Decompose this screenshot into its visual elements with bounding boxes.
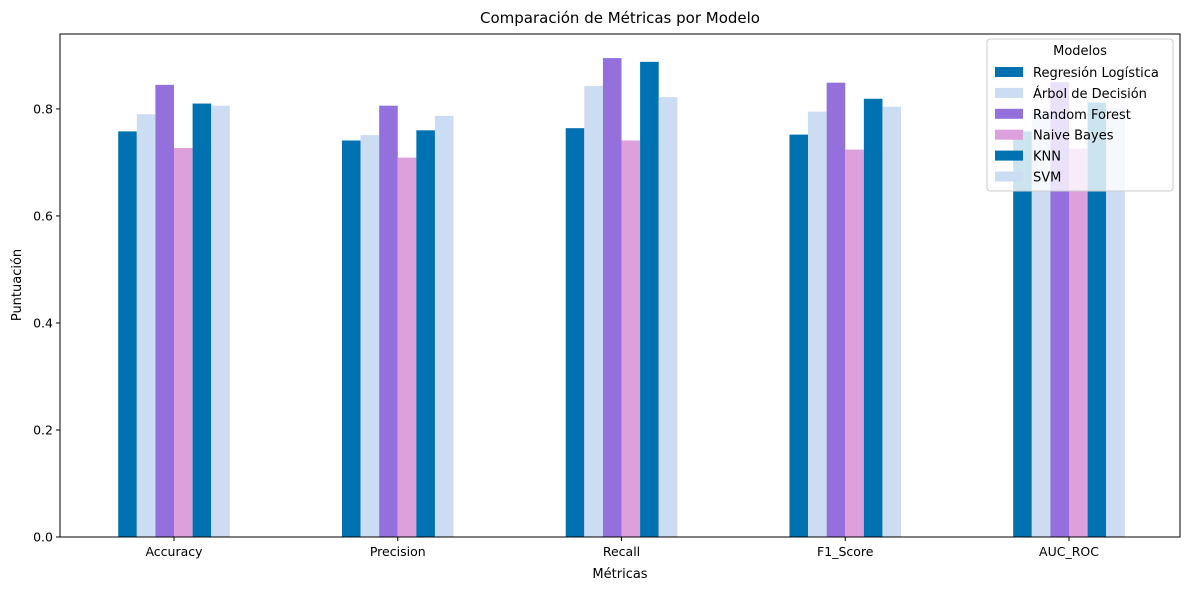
legend-title: Modelos: [1053, 44, 1107, 59]
plot-frame: [59, 33, 1181, 538]
bar: [136, 114, 156, 538]
x-tick-label: Accuracy: [145, 544, 203, 559]
legend: Modelos Regresión Logística Árbol de Deci…: [986, 38, 1174, 192]
bar: [882, 106, 902, 538]
bar: [1013, 131, 1032, 537]
y-tick-label: 0.4: [33, 315, 53, 330]
bar: [192, 103, 212, 537]
x-tick-label: Recall: [603, 544, 640, 559]
bar: [789, 134, 809, 537]
bars-layer: [118, 58, 1125, 538]
bar: [341, 140, 361, 538]
legend-label: SVM: [1033, 171, 1061, 186]
bar: [174, 147, 193, 538]
bar: [584, 85, 603, 537]
bar: [379, 105, 398, 537]
bar: [845, 149, 864, 537]
bar: [1050, 82, 1069, 537]
bar: [808, 111, 827, 537]
legend-swatch: [995, 108, 1023, 119]
y-tick-label: 0.6: [33, 208, 53, 223]
bar: [602, 58, 622, 537]
bar: [658, 97, 678, 537]
x-tick-label: Precision: [370, 544, 426, 559]
y-axis-title: Puntuación: [10, 249, 25, 321]
y-tick-label: 0.8: [33, 101, 53, 116]
bar: [397, 157, 417, 538]
bar: [863, 98, 883, 537]
bar: [118, 131, 137, 537]
bar: [1031, 112, 1051, 537]
y-tick-label: 0.0: [33, 530, 53, 545]
legend-swatch: [995, 129, 1023, 140]
legend-box: [986, 38, 1174, 192]
bar: [416, 130, 435, 537]
bar: [640, 61, 659, 537]
bar: [211, 105, 230, 537]
bar: [826, 82, 846, 537]
bar: [155, 84, 174, 537]
bar: [565, 128, 585, 537]
bar: [621, 140, 641, 538]
legend-label: Regresión Logística: [1033, 66, 1159, 81]
legend-label: Random Forest: [1033, 108, 1131, 123]
legend-swatch: [995, 87, 1023, 98]
legend-swatch: [995, 150, 1023, 161]
axes-layer: 0.0 0.2 0.4 0.6 0.8 Accuracy Precision Recall F1…: [33, 33, 1181, 559]
legend-items: Regresión Logística Árbol de Decisión Rand…: [995, 66, 1159, 186]
bar: [1106, 107, 1125, 537]
bar: [1069, 148, 1088, 537]
x-tick-label: F1_Score: [817, 544, 874, 559]
y-tick-label: 0.2: [33, 422, 53, 437]
x-axis-title: Métricas: [592, 567, 647, 582]
legend-label: Naive Bayes: [1033, 129, 1114, 144]
legend-swatch: [995, 171, 1023, 182]
bar: [434, 115, 454, 538]
legend-label: KNN: [1033, 150, 1061, 165]
chart-title: Comparación de Métricas por Modelo: [480, 9, 760, 27]
legend-swatch: [995, 67, 1023, 77]
x-tick-label: AUC_ROC: [1039, 544, 1099, 559]
legend-label: Árbol de Decisión: [1033, 86, 1147, 102]
bar: [360, 135, 380, 537]
bar: [1087, 102, 1107, 538]
